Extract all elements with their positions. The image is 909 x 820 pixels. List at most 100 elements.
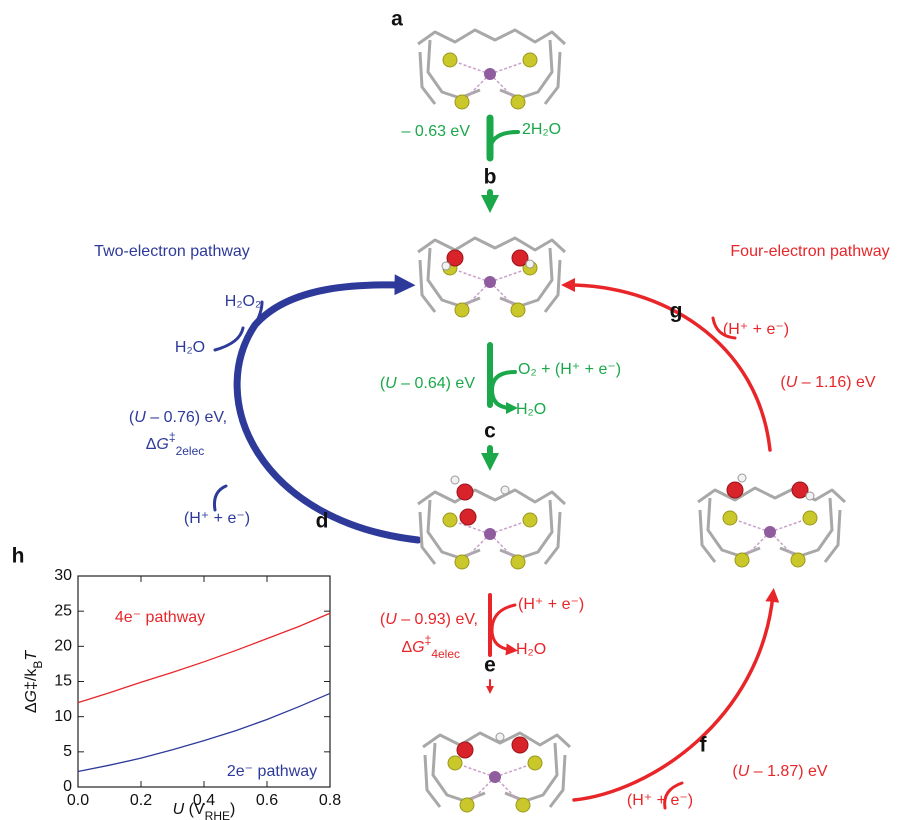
- text-part: Δ: [146, 436, 157, 453]
- figure: abcdefghTwo-electron pathwayFour-electro…: [0, 0, 909, 820]
- text-part: ‡: [425, 633, 432, 647]
- molecule: [423, 733, 570, 812]
- sulfur-atom: [511, 555, 525, 569]
- text-part: – 0.64) eV: [397, 375, 476, 392]
- text-part: /k: [23, 668, 40, 681]
- text-part: – 0.93) eV,: [397, 611, 478, 628]
- panel-label: b: [484, 166, 497, 189]
- bond: [428, 40, 480, 98]
- panel-label: g: [670, 300, 683, 323]
- energy-label: – 0.63 eV: [402, 123, 471, 140]
- text-part: B: [31, 661, 45, 669]
- bond: [708, 498, 760, 556]
- sulfur-atom: [791, 553, 805, 567]
- sulfur-atom: [516, 798, 530, 812]
- pathway-title: Two-electron pathway: [94, 243, 250, 260]
- hydrogen-atom: [806, 492, 814, 500]
- y-tick-label: 20: [54, 638, 72, 655]
- molecule: [698, 474, 845, 567]
- energy-label: (U – 0.93) eV,: [380, 611, 478, 628]
- species-label: (H⁺ + e⁻): [723, 321, 789, 338]
- oxygen-atom: [727, 482, 743, 498]
- pathway-title: Four-electron pathway: [730, 243, 889, 260]
- sulfur-atom: [460, 798, 474, 812]
- bond: [500, 40, 552, 98]
- text-part: G: [156, 436, 168, 453]
- molecule: [418, 476, 565, 569]
- bond: [418, 238, 565, 252]
- y-tick-label: 5: [63, 743, 72, 760]
- species-label: H₂O₂: [225, 293, 261, 310]
- barrier-label: ΔG‡4elec: [401, 633, 460, 661]
- metal-atom: [764, 526, 776, 538]
- sulfur-atom: [455, 555, 469, 569]
- series-label: 2e⁻ pathway: [227, 763, 317, 780]
- text-part: – 0.76) eV,: [146, 409, 227, 426]
- sulfur-atom: [523, 53, 537, 67]
- x-tick-label: 0.8: [319, 792, 341, 809]
- arrows: [214, 118, 773, 808]
- hydrogen-atom: [738, 474, 746, 482]
- sulfur-atom: [455, 303, 469, 317]
- text-part: – 1.87) eV: [749, 763, 828, 780]
- species-label: (H⁺ + e⁻): [518, 596, 584, 613]
- text-part: U: [173, 801, 185, 818]
- bond: [505, 743, 557, 801]
- species-label: O₂ + (H⁺ + e⁻): [518, 361, 621, 378]
- series-line: [78, 613, 330, 702]
- hydrogen-atom: [496, 733, 504, 741]
- text-part: U: [786, 374, 798, 391]
- text-part: U: [738, 763, 750, 780]
- oxygen-atom: [457, 742, 473, 758]
- bond: [428, 500, 480, 558]
- bond: [500, 500, 552, 558]
- text-part: U: [134, 409, 146, 426]
- text-part: ‡: [169, 430, 176, 444]
- barrier-label: ΔG‡2elec: [146, 430, 205, 458]
- bond: [418, 30, 565, 44]
- text-part: G: [412, 639, 424, 656]
- text-part: G: [23, 690, 40, 702]
- sulfur-atom: [523, 513, 537, 527]
- oxygen-atom: [460, 509, 476, 525]
- panel-label: d: [316, 510, 329, 533]
- text-part: U: [385, 375, 397, 392]
- series-line: [78, 693, 330, 771]
- sulfur-atom: [511, 95, 525, 109]
- species-label: (H⁺ + e⁻): [184, 510, 250, 527]
- energy-label: (U – 0.76) eV,: [129, 409, 227, 426]
- plot-frame: [78, 576, 330, 787]
- panel-label: e: [484, 654, 496, 677]
- species-label: H₂O: [516, 401, 546, 418]
- bond: [698, 488, 845, 502]
- y-tick-label: 0: [63, 778, 72, 795]
- text-part: – 1.16) eV: [797, 374, 876, 391]
- sulfur-atom: [455, 95, 469, 109]
- sulfur-atom: [443, 513, 457, 527]
- hydrogen-atom: [501, 486, 509, 494]
- metal-atom: [484, 68, 496, 80]
- bond: [418, 490, 565, 504]
- sulfur-atom: [735, 553, 749, 567]
- text-part: 2elec: [176, 444, 205, 458]
- text-part: ): [230, 801, 235, 818]
- panel-label: a: [391, 8, 403, 31]
- species-label: 2H₂O: [522, 121, 561, 138]
- series-label: 4e⁻ pathway: [115, 609, 205, 626]
- y-tick-label: 10: [54, 708, 72, 725]
- text-part: RHE: [205, 809, 230, 820]
- sulfur-atom: [448, 756, 462, 770]
- metal-atom: [484, 528, 496, 540]
- energy-label: (U – 1.87) eV: [732, 763, 827, 780]
- x-axis-label: U (VRHE): [173, 801, 236, 820]
- y-tick-label: 25: [54, 602, 72, 619]
- panel-label: c: [484, 420, 496, 443]
- species-label: H₂O: [516, 641, 546, 658]
- y-tick-label: 15: [54, 673, 72, 690]
- species-label: (H⁺ + e⁻): [627, 792, 693, 809]
- x-tick-label: 0.6: [256, 792, 278, 809]
- x-tick-label: 0.2: [130, 792, 152, 809]
- text-part: U: [385, 611, 397, 628]
- hydrogen-atom: [451, 476, 459, 484]
- oxygen-atom: [457, 484, 473, 500]
